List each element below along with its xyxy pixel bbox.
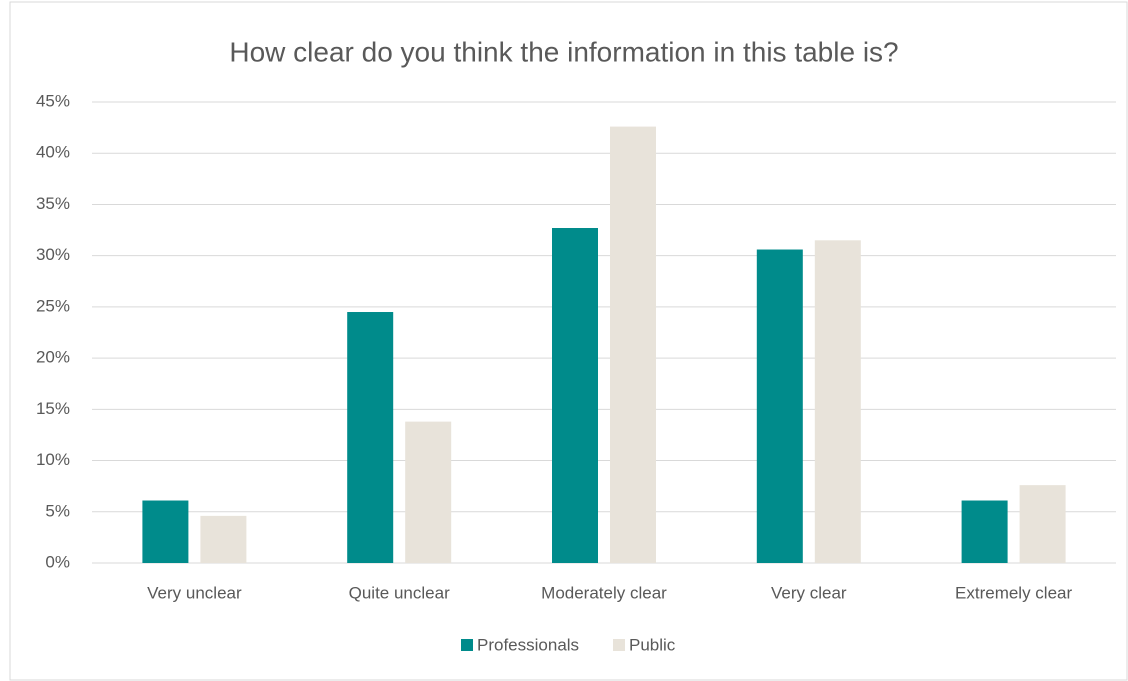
x-tick-label: Moderately clear [541,583,667,602]
x-tick-label: Extremely clear [955,583,1072,602]
y-tick-label: 40% [36,143,70,162]
bar [347,312,394,563]
y-tick-label: 25% [36,296,70,315]
bar [961,500,1008,563]
x-tick-label: Very clear [771,583,847,602]
bar [142,500,189,563]
y-tick-label: 45% [36,91,70,110]
y-tick-label: 15% [36,399,70,418]
y-tick-label: 20% [36,348,70,367]
bar [405,421,452,563]
y-tick-label: 5% [45,501,70,520]
bar [814,240,861,564]
bar [1019,485,1066,563]
bar [756,249,803,563]
legend-label: Public [629,635,676,654]
bar [200,515,247,563]
legend-swatch [461,639,473,651]
y-tick-label: 35% [36,194,70,213]
y-tick-label: 0% [45,552,70,571]
bar [552,228,598,564]
legend-swatch [613,639,625,651]
x-tick-label: Very unclear [147,583,242,602]
x-tick-label: Quite unclear [349,583,450,602]
chart-title: How clear do you think the information i… [229,36,898,67]
bar [610,126,656,563]
y-tick-label: 30% [36,245,70,264]
y-tick-label: 10% [36,450,70,469]
legend-label: Professionals [477,635,579,654]
